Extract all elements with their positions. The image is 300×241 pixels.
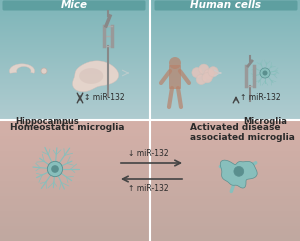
Circle shape <box>260 68 270 78</box>
Text: Homeostatic microglia: Homeostatic microglia <box>10 123 125 132</box>
Text: Activated disease
associated microglia: Activated disease associated microglia <box>190 123 295 142</box>
Circle shape <box>204 69 214 79</box>
Circle shape <box>199 64 209 74</box>
Circle shape <box>234 167 244 176</box>
Circle shape <box>51 165 59 173</box>
Text: Mice: Mice <box>61 0 88 10</box>
FancyBboxPatch shape <box>169 65 181 89</box>
Circle shape <box>47 161 63 177</box>
Circle shape <box>262 70 268 75</box>
Polygon shape <box>220 160 257 188</box>
Text: ↑ miR-132: ↑ miR-132 <box>128 184 168 193</box>
Text: ↑ miR-132: ↑ miR-132 <box>240 94 280 102</box>
Polygon shape <box>73 61 118 92</box>
Circle shape <box>208 67 218 77</box>
Circle shape <box>169 57 181 69</box>
Polygon shape <box>9 64 34 73</box>
Text: Hippocampus: Hippocampus <box>15 117 79 126</box>
Text: Microglia: Microglia <box>243 117 287 126</box>
Text: Human cells: Human cells <box>190 0 262 10</box>
Circle shape <box>196 74 206 85</box>
Circle shape <box>202 73 212 83</box>
FancyBboxPatch shape <box>2 0 146 11</box>
Text: ↓ miR-132: ↓ miR-132 <box>128 149 168 158</box>
FancyBboxPatch shape <box>154 0 298 11</box>
Circle shape <box>41 68 47 74</box>
Circle shape <box>192 67 202 78</box>
Polygon shape <box>79 68 103 84</box>
Text: ↕ miR-132: ↕ miR-132 <box>84 94 124 102</box>
